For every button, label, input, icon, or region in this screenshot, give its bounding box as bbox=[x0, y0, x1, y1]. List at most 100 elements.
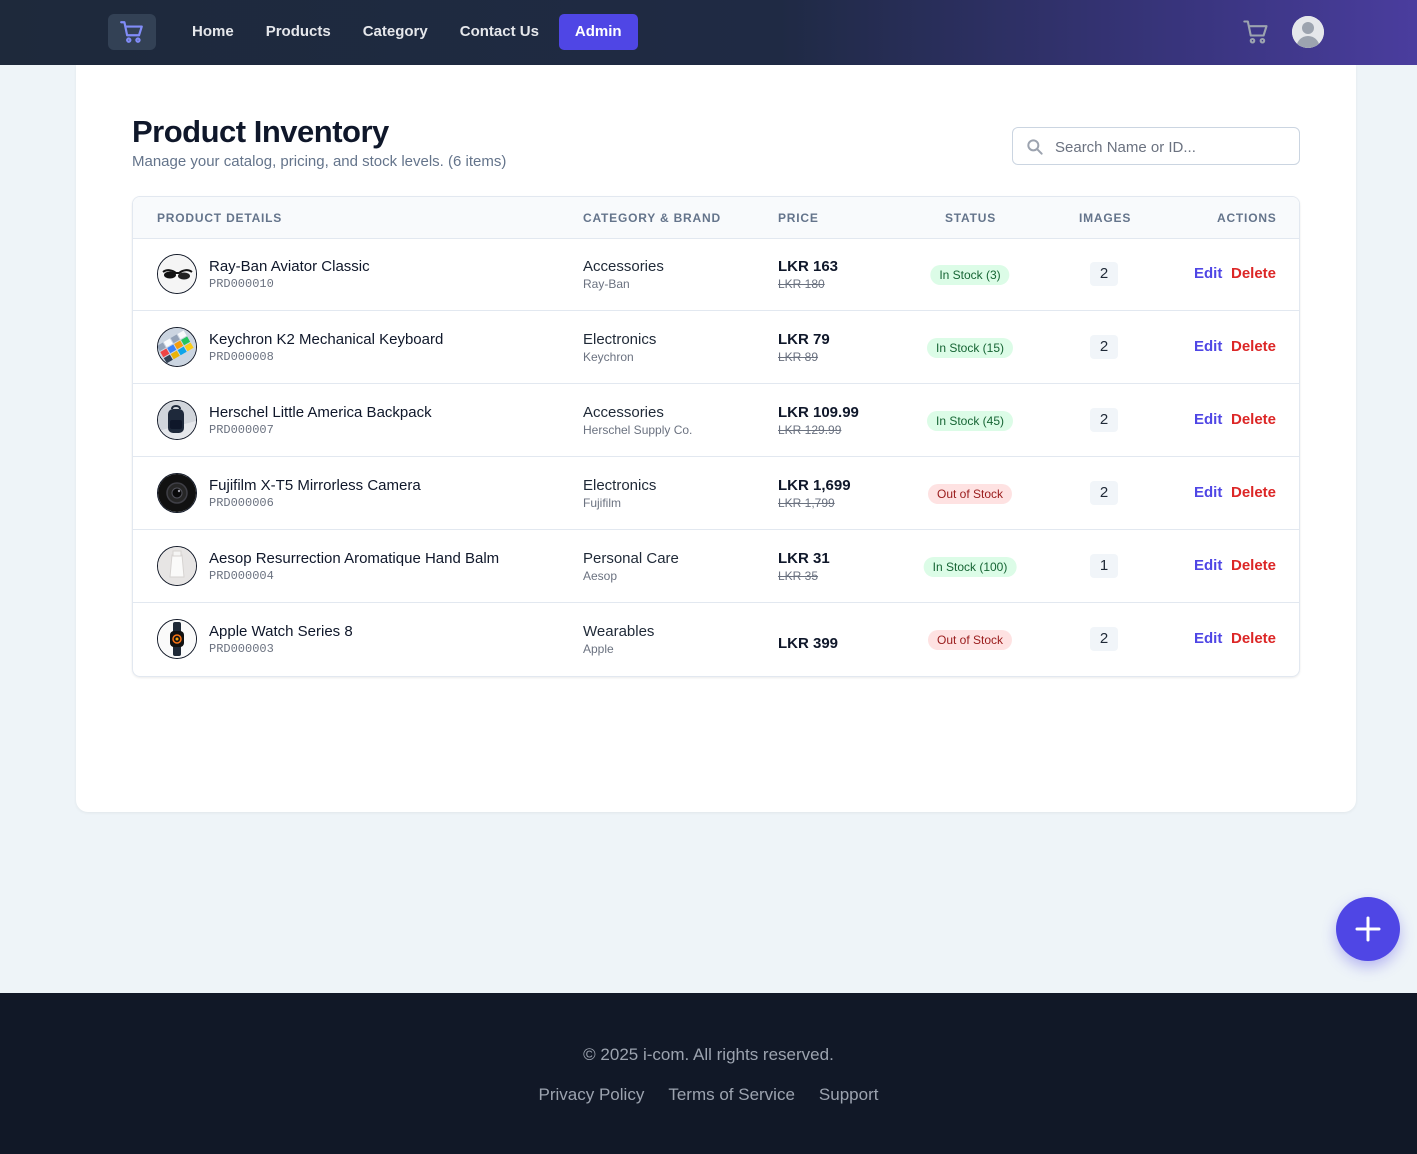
product-thumbnail bbox=[157, 619, 197, 659]
product-price: LKR 31 bbox=[778, 550, 830, 567]
watch-icon bbox=[158, 620, 196, 658]
product-brand: Herschel Supply Co. bbox=[583, 423, 693, 437]
nav-link-admin[interactable]: Admin bbox=[558, 14, 638, 50]
footer-links: Privacy Policy Terms of Service Support bbox=[0, 1085, 1417, 1105]
page-subtitle: Manage your catalog, pricing, and stock … bbox=[132, 153, 507, 170]
table-row: Ray-Ban Aviator Classic PRD000010 Access… bbox=[133, 238, 1299, 311]
edit-button[interactable]: Edit bbox=[1194, 630, 1223, 647]
delete-button[interactable]: Delete bbox=[1231, 557, 1277, 574]
plus-icon bbox=[1355, 916, 1381, 942]
header-actions: ACTIONS bbox=[1217, 211, 1277, 225]
product-brand: Apple bbox=[583, 642, 614, 656]
product-original-price: LKR 89 bbox=[778, 350, 819, 364]
footer-link-privacy-policy[interactable]: Privacy Policy bbox=[538, 1085, 645, 1104]
product-name: Fujifilm X-T5 Mirrorless Camera bbox=[209, 477, 421, 494]
nav-links: Home Products Category Contact Us Admin bbox=[176, 14, 638, 50]
table-row: Apple Watch Series 8 PRD000003 Wearables… bbox=[133, 603, 1299, 675]
table-row: Keychron K2 Mechanical Keyboard PRD00000… bbox=[133, 311, 1299, 384]
edit-button[interactable]: Edit bbox=[1194, 411, 1223, 428]
footer: © 2025 i-com. All rights reserved. Priva… bbox=[0, 993, 1417, 1154]
product-id: PRD000008 bbox=[209, 350, 274, 364]
delete-button[interactable]: Delete bbox=[1231, 265, 1277, 282]
header-images: IMAGES bbox=[1079, 211, 1132, 225]
status-badge: In Stock (3) bbox=[930, 265, 1010, 285]
logo-button[interactable] bbox=[108, 14, 156, 50]
search-icon bbox=[1027, 139, 1043, 155]
product-id: PRD000004 bbox=[209, 569, 274, 583]
product-category: Personal Care bbox=[583, 550, 679, 567]
shopping-cart-icon bbox=[1243, 20, 1268, 44]
top-navbar: Home Products Category Contact Us Admin bbox=[0, 0, 1417, 65]
product-thumbnail bbox=[157, 546, 197, 586]
footer-link-terms-of-service[interactable]: Terms of Service bbox=[668, 1085, 795, 1104]
image-count: 1 bbox=[1090, 554, 1118, 578]
user-avatar[interactable] bbox=[1292, 16, 1324, 48]
search-box[interactable] bbox=[1012, 127, 1300, 166]
product-original-price: LKR 35 bbox=[778, 569, 819, 583]
product-thumbnail bbox=[157, 254, 197, 294]
keyboard-icon bbox=[158, 328, 196, 366]
nav-link-home[interactable]: Home bbox=[192, 23, 234, 40]
product-original-price: LKR 1,799 bbox=[778, 496, 835, 510]
product-brand: Aesop bbox=[583, 569, 618, 583]
product-brand: Ray-Ban bbox=[583, 277, 630, 291]
shopping-cart-icon bbox=[120, 21, 143, 43]
status-badge: In Stock (15) bbox=[926, 338, 1014, 358]
product-category: Accessories bbox=[583, 404, 664, 421]
product-category: Wearables bbox=[583, 623, 655, 640]
table-row: Fujifilm X-T5 Mirrorless Camera PRD00000… bbox=[133, 457, 1299, 530]
product-id: PRD000006 bbox=[209, 496, 274, 510]
nav-link-products[interactable]: Products bbox=[265, 23, 331, 40]
camera-icon bbox=[158, 474, 196, 512]
nav-link-contact-us[interactable]: Contact Us bbox=[459, 23, 539, 40]
page-title: Product Inventory bbox=[132, 114, 389, 149]
product-table: PRODUCT DETAILS CATEGORY & BRAND PRICE S… bbox=[132, 196, 1300, 677]
product-price: LKR 79 bbox=[778, 331, 830, 348]
cart-button[interactable] bbox=[1242, 18, 1270, 46]
product-name: Aesop Resurrection Aromatique Hand Balm bbox=[209, 550, 500, 567]
status-badge: In Stock (100) bbox=[923, 557, 1017, 577]
edit-button[interactable]: Edit bbox=[1194, 557, 1223, 574]
edit-button[interactable]: Edit bbox=[1194, 484, 1223, 501]
image-count: 2 bbox=[1090, 408, 1118, 432]
footer-link-support[interactable]: Support bbox=[818, 1085, 879, 1104]
product-name: Herschel Little America Backpack bbox=[209, 404, 432, 421]
status-badge: Out of Stock bbox=[927, 484, 1013, 504]
table-row: Aesop Resurrection Aromatique Hand Balm … bbox=[133, 530, 1299, 603]
product-category: Accessories bbox=[583, 258, 664, 275]
edit-button[interactable]: Edit bbox=[1194, 265, 1223, 282]
user-avatar-icon bbox=[1292, 16, 1324, 48]
product-id: PRD000010 bbox=[209, 277, 274, 291]
header-status: STATUS bbox=[945, 211, 997, 225]
product-price: LKR 1,699 bbox=[778, 477, 851, 494]
product-price: LKR 163 bbox=[778, 258, 839, 275]
image-count: 2 bbox=[1090, 481, 1118, 505]
header-product-details: PRODUCT DETAILS bbox=[157, 211, 283, 225]
product-name: Ray-Ban Aviator Classic bbox=[209, 258, 370, 275]
add-product-button[interactable] bbox=[1336, 897, 1400, 961]
product-thumbnail bbox=[157, 473, 197, 513]
nav-link-category[interactable]: Category bbox=[362, 23, 428, 40]
product-category: Electronics bbox=[583, 331, 657, 348]
product-brand: Keychron bbox=[583, 350, 634, 364]
image-count: 2 bbox=[1090, 335, 1118, 359]
table-header: PRODUCT DETAILS CATEGORY & BRAND PRICE S… bbox=[133, 197, 1299, 239]
delete-button[interactable]: Delete bbox=[1231, 411, 1277, 428]
header-price: PRICE bbox=[778, 211, 819, 225]
product-id: PRD000007 bbox=[209, 423, 274, 437]
product-original-price: LKR 180 bbox=[778, 277, 825, 291]
delete-button[interactable]: Delete bbox=[1231, 630, 1277, 647]
copyright-text: © 2025 i-com. All rights reserved. bbox=[583, 1045, 834, 1064]
product-thumbnail bbox=[157, 327, 197, 367]
delete-button[interactable]: Delete bbox=[1231, 484, 1277, 501]
product-price: LKR 399 bbox=[778, 635, 839, 652]
product-name: Keychron K2 Mechanical Keyboard bbox=[209, 331, 444, 348]
backpack-icon bbox=[158, 401, 196, 439]
edit-button[interactable]: Edit bbox=[1194, 338, 1223, 355]
image-count: 2 bbox=[1090, 627, 1118, 651]
product-price: LKR 109.99 bbox=[778, 404, 859, 421]
search-input[interactable] bbox=[1053, 128, 1293, 166]
delete-button[interactable]: Delete bbox=[1231, 338, 1277, 355]
product-category: Electronics bbox=[583, 477, 657, 494]
product-brand: Fujifilm bbox=[583, 496, 621, 510]
